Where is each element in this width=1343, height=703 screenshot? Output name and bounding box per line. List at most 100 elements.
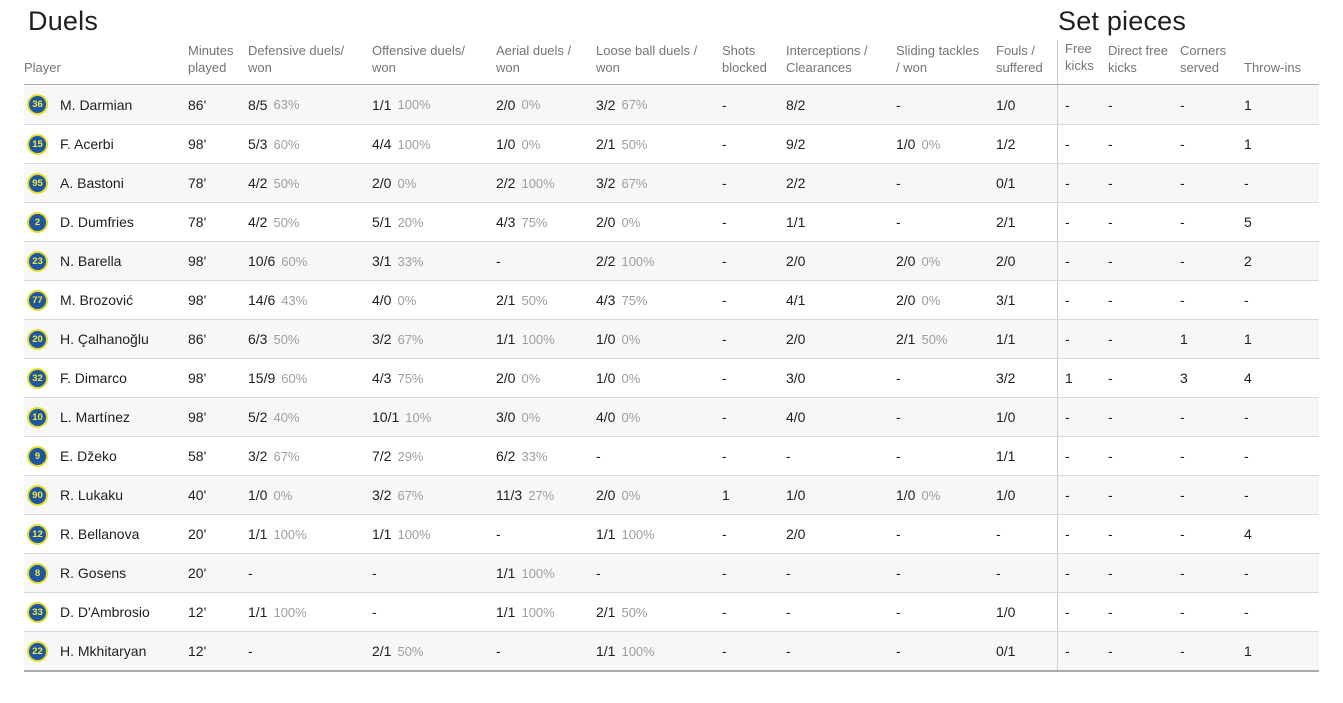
player-name: L. Martínez xyxy=(60,409,131,425)
defensive-duels-cell: 3/2 67% xyxy=(248,448,300,464)
sliding-tackles-cell: 2/0 0% xyxy=(896,253,941,269)
player-cell: 22 H. Mkhitaryan xyxy=(24,640,188,662)
interceptions-clearances-cell: 3/0 xyxy=(786,370,806,386)
minutes-played-cell: 58' xyxy=(188,448,207,464)
table-row: 32 F. Dimarco 98' 15/9 60% 4/3 75% 2/0 0% 1… xyxy=(24,358,1319,397)
interceptions-clearances-cell: - xyxy=(786,643,791,659)
interceptions-clearances-cell: 2/0 xyxy=(786,253,806,269)
sliding-tackles-cell: 2/0 0% xyxy=(896,292,941,308)
player-cell: 77 M. Brozović xyxy=(24,289,188,311)
minutes-played-cell: 98' xyxy=(188,292,207,308)
fouls-suffered-cell: 1/0 xyxy=(996,96,1016,113)
jersey-number-badge: 22 xyxy=(27,640,48,662)
direct-free-kicks-cell: - xyxy=(1108,370,1113,386)
direct-free-kicks-cell: - xyxy=(1108,643,1113,659)
fouls-suffered-cell: 2/0 xyxy=(996,253,1016,269)
jersey-number-badge: 90 xyxy=(27,484,48,506)
jersey-number-badge: 9 xyxy=(27,445,48,467)
column-header-interceptions: Interceptions / Clearances xyxy=(786,43,868,75)
aerial-duels-cell: 2/0 0% xyxy=(496,370,541,386)
aerial-duels-cell: 2/0 0% xyxy=(496,96,541,113)
player-name: M. Darmian xyxy=(60,96,133,113)
aerial-duels-cell: 1/1 100% xyxy=(496,565,555,581)
duels-section-title: Duels xyxy=(28,6,99,36)
table-row: 33 D. D'Ambrosio 12' 1/1 100% - 1/1 100% 2… xyxy=(24,592,1319,631)
corners-served-cell: - xyxy=(1180,409,1185,425)
minutes-played-cell: 86' xyxy=(188,331,207,347)
loose-ball-duels-cell: - xyxy=(596,565,601,581)
loose-ball-duels-cell: 2/1 50% xyxy=(596,604,648,620)
table-row: 23 N. Barella 98' 10/6 60% 3/1 33% - 2/2 10… xyxy=(24,241,1319,280)
direct-free-kicks-cell: - xyxy=(1108,487,1113,503)
free-kicks-cell: 1 xyxy=(1057,359,1108,397)
table-row: 22 H. Mkhitaryan 12' - 2/1 50% - 1/1 100% … xyxy=(24,631,1319,670)
shots-blocked-cell: - xyxy=(722,214,727,230)
player-cell: 36 M. Darmian xyxy=(24,94,188,115)
minutes-played-cell: 20' xyxy=(188,565,207,581)
player-cell: 8 R. Gosens xyxy=(24,562,188,584)
player-name: D. D'Ambrosio xyxy=(60,604,150,620)
minutes-played-cell: 78' xyxy=(188,214,207,230)
offensive-duels-cell: 2/0 0% xyxy=(372,175,417,191)
shots-blocked-cell: - xyxy=(722,526,727,542)
defensive-duels-cell: 1/1 100% xyxy=(248,604,307,620)
jersey-number-badge: 2 xyxy=(27,211,48,233)
aerial-duels-cell: - xyxy=(496,526,501,542)
table-row: 9 E. Džeko 58' 3/2 67% 7/2 29% 6/2 33% - - … xyxy=(24,436,1319,475)
offensive-duels-cell: 10/1 10% xyxy=(372,409,432,425)
direct-free-kicks-cell: - xyxy=(1108,331,1113,347)
offensive-duels-cell: 1/1 100% xyxy=(372,96,431,113)
loose-ball-duels-cell: 1/0 0% xyxy=(596,370,641,386)
shots-blocked-cell: - xyxy=(722,253,727,269)
column-header-fouls-suffered: Fouls / suffered xyxy=(996,43,1043,75)
sliding-tackles-cell: - xyxy=(896,604,901,620)
player-cell: 9 E. Džeko xyxy=(24,445,188,467)
player-name: F. Acerbi xyxy=(60,136,114,152)
shots-blocked-cell: - xyxy=(722,370,727,386)
set-pieces-section-title: Set pieces xyxy=(1058,6,1187,36)
shots-blocked-cell: - xyxy=(722,604,727,620)
shots-blocked-cell: 1 xyxy=(722,487,730,503)
table-row: 36 M. Darmian 86' 8/5 63% 1/1 100% 2/0 0% 3… xyxy=(24,85,1319,124)
player-name: A. Bastoni xyxy=(60,175,124,191)
column-header-free-kicks: Free kicks xyxy=(1057,40,1108,84)
minutes-played-cell: 98' xyxy=(188,253,207,269)
aerial-duels-cell: 2/1 50% xyxy=(496,292,548,308)
offensive-duels-cell: 2/1 50% xyxy=(372,643,424,659)
fouls-suffered-cell: - xyxy=(996,526,1001,542)
sliding-tackles-cell: 2/1 50% xyxy=(896,331,948,347)
free-kicks-cell: - xyxy=(1057,437,1108,475)
corners-served-cell: - xyxy=(1180,292,1185,308)
fouls-suffered-cell: 3/2 xyxy=(996,370,1016,386)
fouls-suffered-cell: 3/1 xyxy=(996,292,1016,308)
aerial-duels-cell: 3/0 0% xyxy=(496,409,541,425)
jersey-number-badge: 33 xyxy=(27,601,48,623)
defensive-duels-cell: 6/3 50% xyxy=(248,331,300,347)
direct-free-kicks-cell: - xyxy=(1108,253,1113,269)
loose-ball-duels-cell: 1/0 0% xyxy=(596,331,641,347)
player-cell: 32 F. Dimarco xyxy=(24,367,188,389)
column-header-minutes-played: Minutes played xyxy=(188,43,234,75)
aerial-duels-cell: 2/2 100% xyxy=(496,175,555,191)
interceptions-clearances-cell: 1/1 xyxy=(786,214,806,230)
player-cell: 90 R. Lukaku xyxy=(24,484,188,506)
defensive-duels-cell: 4/2 50% xyxy=(248,214,300,230)
jersey-number-badge: 95 xyxy=(27,172,48,194)
throw-ins-cell: - xyxy=(1244,604,1249,620)
fouls-suffered-cell: 0/1 xyxy=(996,643,1016,659)
minutes-played-cell: 12' xyxy=(188,643,207,659)
throw-ins-cell: 1 xyxy=(1244,96,1252,113)
direct-free-kicks-cell: - xyxy=(1108,136,1113,152)
interceptions-clearances-cell: 8/2 xyxy=(786,96,806,113)
offensive-duels-cell: 4/3 75% xyxy=(372,370,424,386)
defensive-duels-cell: 5/3 60% xyxy=(248,136,300,152)
aerial-duels-cell: - xyxy=(496,643,501,659)
offensive-duels-cell: 3/1 33% xyxy=(372,253,424,269)
interceptions-clearances-cell: 9/2 xyxy=(786,136,806,152)
loose-ball-duels-cell: 2/0 0% xyxy=(596,214,641,230)
throw-ins-cell: - xyxy=(1244,292,1249,308)
player-name: N. Barella xyxy=(60,253,122,269)
table-row: 2 D. Dumfries 78' 4/2 50% 5/1 20% 4/3 75% 2… xyxy=(24,202,1319,241)
throw-ins-cell: - xyxy=(1244,175,1249,191)
corners-served-cell: - xyxy=(1180,526,1185,542)
